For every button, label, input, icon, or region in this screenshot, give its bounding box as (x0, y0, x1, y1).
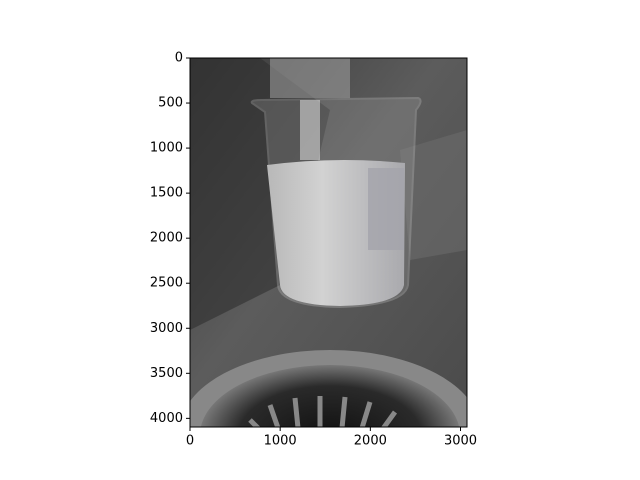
x-tick-label: 3000 (444, 434, 477, 449)
y-tick-label: 3500 (150, 366, 183, 381)
y-tick-label: 1000 (150, 141, 183, 156)
y-tick-label: 2500 (150, 276, 183, 291)
y-tick-label: 1500 (150, 186, 183, 201)
y-tick-label: 3000 (150, 321, 183, 336)
x-tick-label: 0 (186, 434, 194, 449)
y-tick-label: 4000 (150, 411, 183, 426)
x-tick-label: 1000 (264, 434, 297, 449)
y-tick-label: 2000 (150, 231, 183, 246)
axes-frame (189, 57, 468, 428)
x-tick-label: 2000 (354, 434, 387, 449)
photo (190, 58, 467, 427)
y-tick-label: 500 (158, 96, 183, 111)
y-tick-label: 0 (175, 51, 183, 66)
